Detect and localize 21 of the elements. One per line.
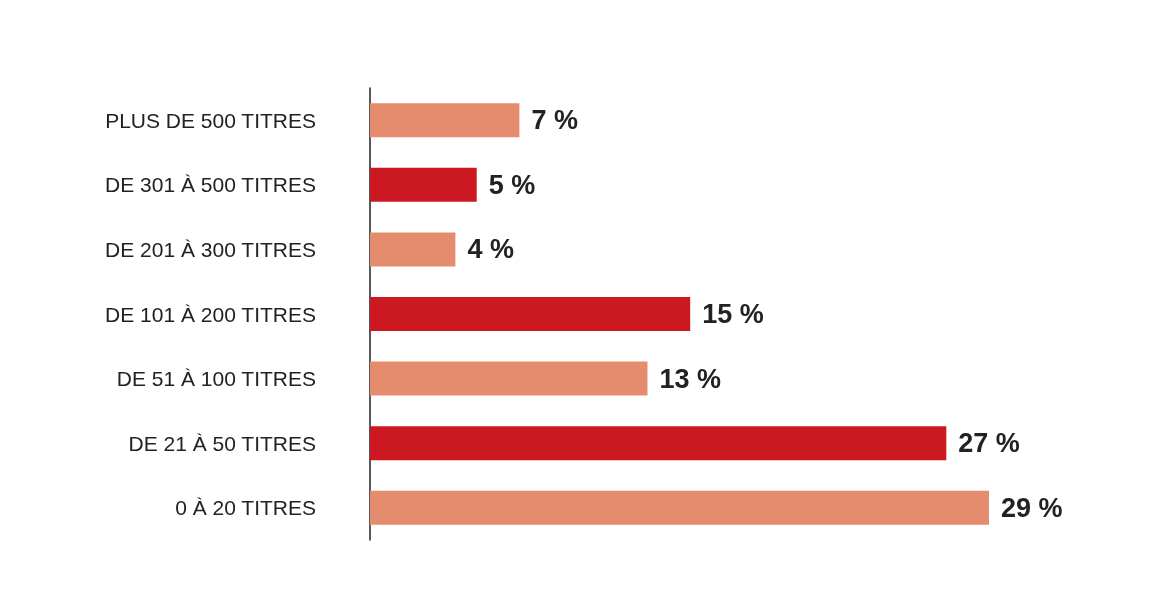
bar	[370, 297, 691, 331]
data-label: 15 %	[702, 299, 764, 329]
y-tick-label: PLUS DE 500 TITRES	[105, 108, 316, 132]
data-label: 5 %	[488, 169, 536, 200]
data-label: 13 %	[659, 363, 722, 394]
y-tick-label: DE 301 À 500 TITRES	[105, 173, 316, 197]
bar	[370, 103, 520, 138]
bar	[370, 232, 456, 267]
y-tick-label: 0 À 20 TITRES	[175, 496, 316, 520]
y-tick-label: DE 21 À 50 TITRES	[128, 431, 316, 455]
bar	[370, 490, 989, 525]
bar	[370, 361, 648, 396]
y-tick-label: DE 101 À 200 TITRES	[105, 302, 316, 326]
data-label: 4 %	[467, 234, 514, 265]
data-label: 7 %	[531, 105, 578, 136]
y-tick-label: DE 51 À 100 TITRES	[116, 367, 316, 391]
data-label: 27 %	[958, 428, 1020, 459]
bar	[370, 167, 477, 202]
y-tick-label: DE 201 À 300 TITRES	[105, 237, 316, 261]
data-label: 29 %	[1001, 492, 1063, 523]
bar	[370, 426, 947, 461]
